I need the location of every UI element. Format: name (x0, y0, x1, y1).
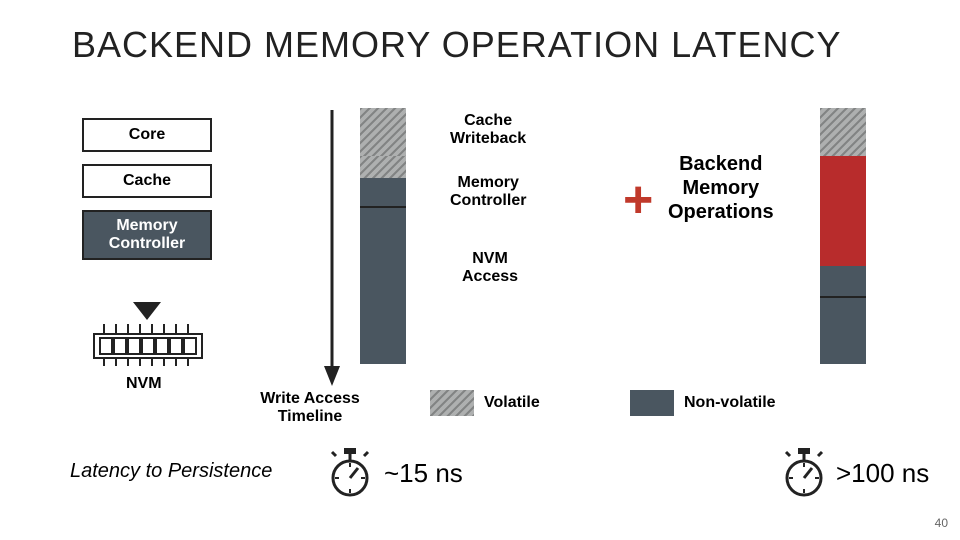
memctrl-label: MemoryController (109, 217, 185, 252)
volatile-swatch-icon (430, 390, 474, 416)
label-cache-writeback: CacheWriteback (450, 112, 526, 149)
core-label: Core (129, 126, 165, 144)
legend-nonvolatile-label: Non-volatile (684, 394, 776, 412)
nonvolatile-swatch-icon (630, 390, 674, 416)
cache-box: Cache (82, 164, 212, 198)
core-box: Core (82, 118, 212, 152)
timeline-arrow-icon (320, 108, 344, 390)
left-column: Core Cache MemoryController (82, 118, 212, 272)
nvm-chip-icon (92, 320, 204, 371)
down-arrow-icon (125, 278, 169, 322)
bar1-write-timeline (360, 108, 406, 364)
stopwatch2-icon (780, 446, 828, 503)
cache-label: Cache (123, 172, 171, 190)
legend-nonvolatile: Non-volatile (630, 390, 776, 416)
stopwatch1-icon (326, 446, 374, 503)
label-write-access-timeline: Write AccessTimeline (240, 390, 380, 427)
label-backend-ops: BackendMemoryOperations (668, 152, 774, 224)
nvm-label: NVM (126, 375, 162, 393)
slide-title: BACKEND MEMORY OPERATION LATENCY (72, 24, 841, 66)
legend-volatile: Volatile (430, 390, 540, 416)
latency-value-2: >100 ns (836, 458, 929, 489)
plus-icon: + (623, 170, 653, 230)
label-memctrl: MemoryController (450, 174, 526, 211)
bar2-backend-ops (820, 108, 866, 364)
latency-value-1: ~15 ns (384, 458, 463, 489)
page-number: 40 (935, 516, 948, 530)
memctrl-box: MemoryController (82, 210, 212, 260)
legend-volatile-label: Volatile (484, 394, 540, 412)
label-nvm-access: NVMAccess (462, 250, 518, 287)
label-latency-persistence: Latency to Persistence (70, 460, 272, 483)
